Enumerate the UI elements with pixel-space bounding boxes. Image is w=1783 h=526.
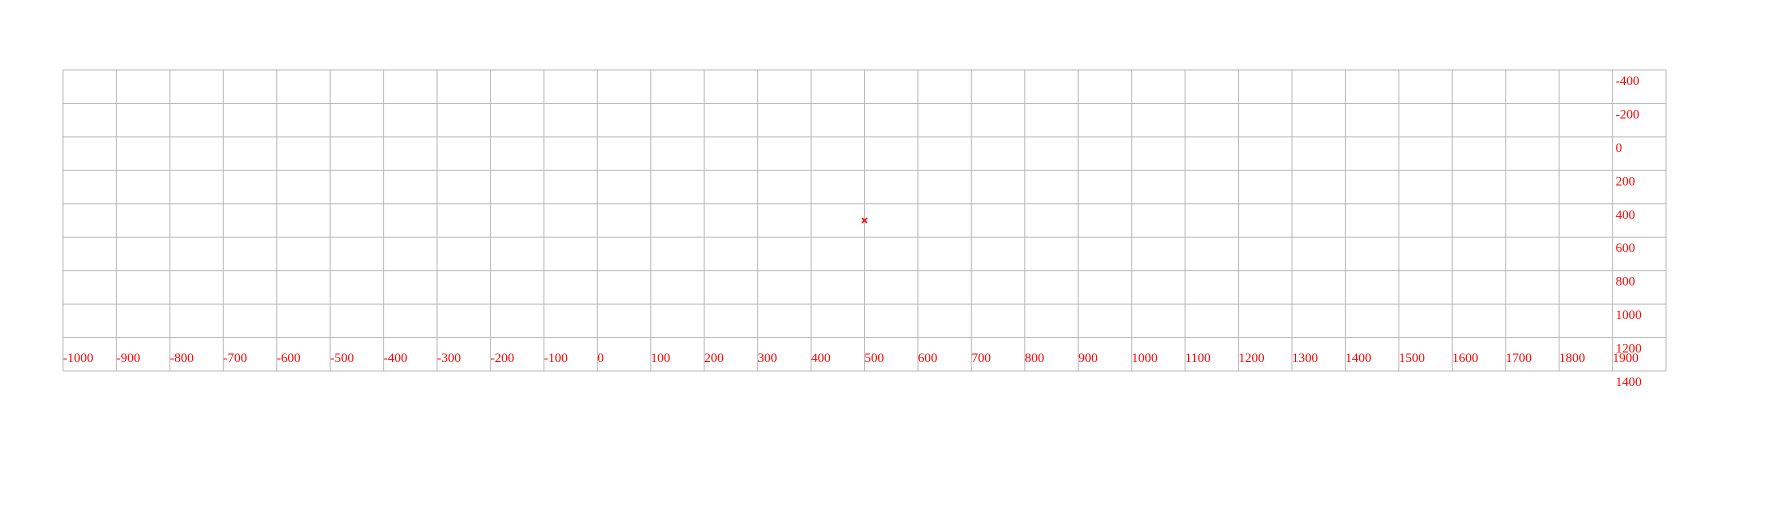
x-tick-label: 600	[918, 350, 938, 365]
x-tick-label: 1500	[1399, 350, 1425, 365]
x-tick-label: 800	[1025, 350, 1045, 365]
x-tick-label: 0	[597, 350, 604, 365]
x-tick-label: -100	[544, 350, 568, 365]
x-tick-label: 900	[1078, 350, 1098, 365]
x-tick-label: 400	[811, 350, 831, 365]
x-tick-label: -200	[490, 350, 514, 365]
y-tick-labels: -400 -200 0 200 400 600 800 1000 1200 1400	[1616, 73, 1642, 389]
x-tick-label: -500	[330, 350, 354, 365]
x-tick-label: 1800	[1559, 350, 1585, 365]
x-tick-label: 1200	[1239, 350, 1265, 365]
x-tick-label: 1400	[1345, 350, 1371, 365]
x-tick-label: -400	[384, 350, 408, 365]
data-point-marker	[861, 217, 868, 224]
y-tick-label: 400	[1616, 207, 1636, 222]
x-tick-label: 100	[651, 350, 671, 365]
y-tick-label: -200	[1616, 106, 1640, 121]
x-tick-label: -800	[170, 350, 194, 365]
x-tick-label: -300	[437, 350, 461, 365]
x-tick-labels: -1000 -900 -800 -700 -600 -500 -400 -300 -200 -10…	[63, 350, 1639, 365]
x-tick-label: 1600	[1452, 350, 1478, 365]
y-tick-label: 1400	[1616, 374, 1642, 389]
y-tick-label: 0	[1616, 140, 1623, 155]
x-tick-label: 1300	[1292, 350, 1318, 365]
x-tick-label: 300	[758, 350, 778, 365]
x-tick-label: -1000	[63, 350, 93, 365]
y-tick-label: 800	[1616, 274, 1636, 289]
x-tick-label: -700	[223, 350, 247, 365]
x-tick-label: 200	[704, 350, 724, 365]
x-tick-label: -900	[116, 350, 140, 365]
x-tick-label: -600	[277, 350, 301, 365]
x-tick-label: 1100	[1185, 350, 1211, 365]
x-tick-label: 1700	[1506, 350, 1532, 365]
x-tick-label: 500	[865, 350, 885, 365]
y-tick-label: 200	[1616, 173, 1636, 188]
grid	[62, 69, 1667, 372]
y-tick-label: 1000	[1616, 307, 1642, 322]
x-tick-label: 700	[971, 350, 991, 365]
x-tick-label: 1900	[1613, 350, 1639, 365]
data-points	[861, 217, 868, 224]
y-tick-label: 600	[1616, 240, 1636, 255]
y-tick-label: 1200	[1616, 341, 1642, 356]
x-tick-label: 1000	[1132, 350, 1158, 365]
y-tick-label: -400	[1616, 73, 1640, 88]
